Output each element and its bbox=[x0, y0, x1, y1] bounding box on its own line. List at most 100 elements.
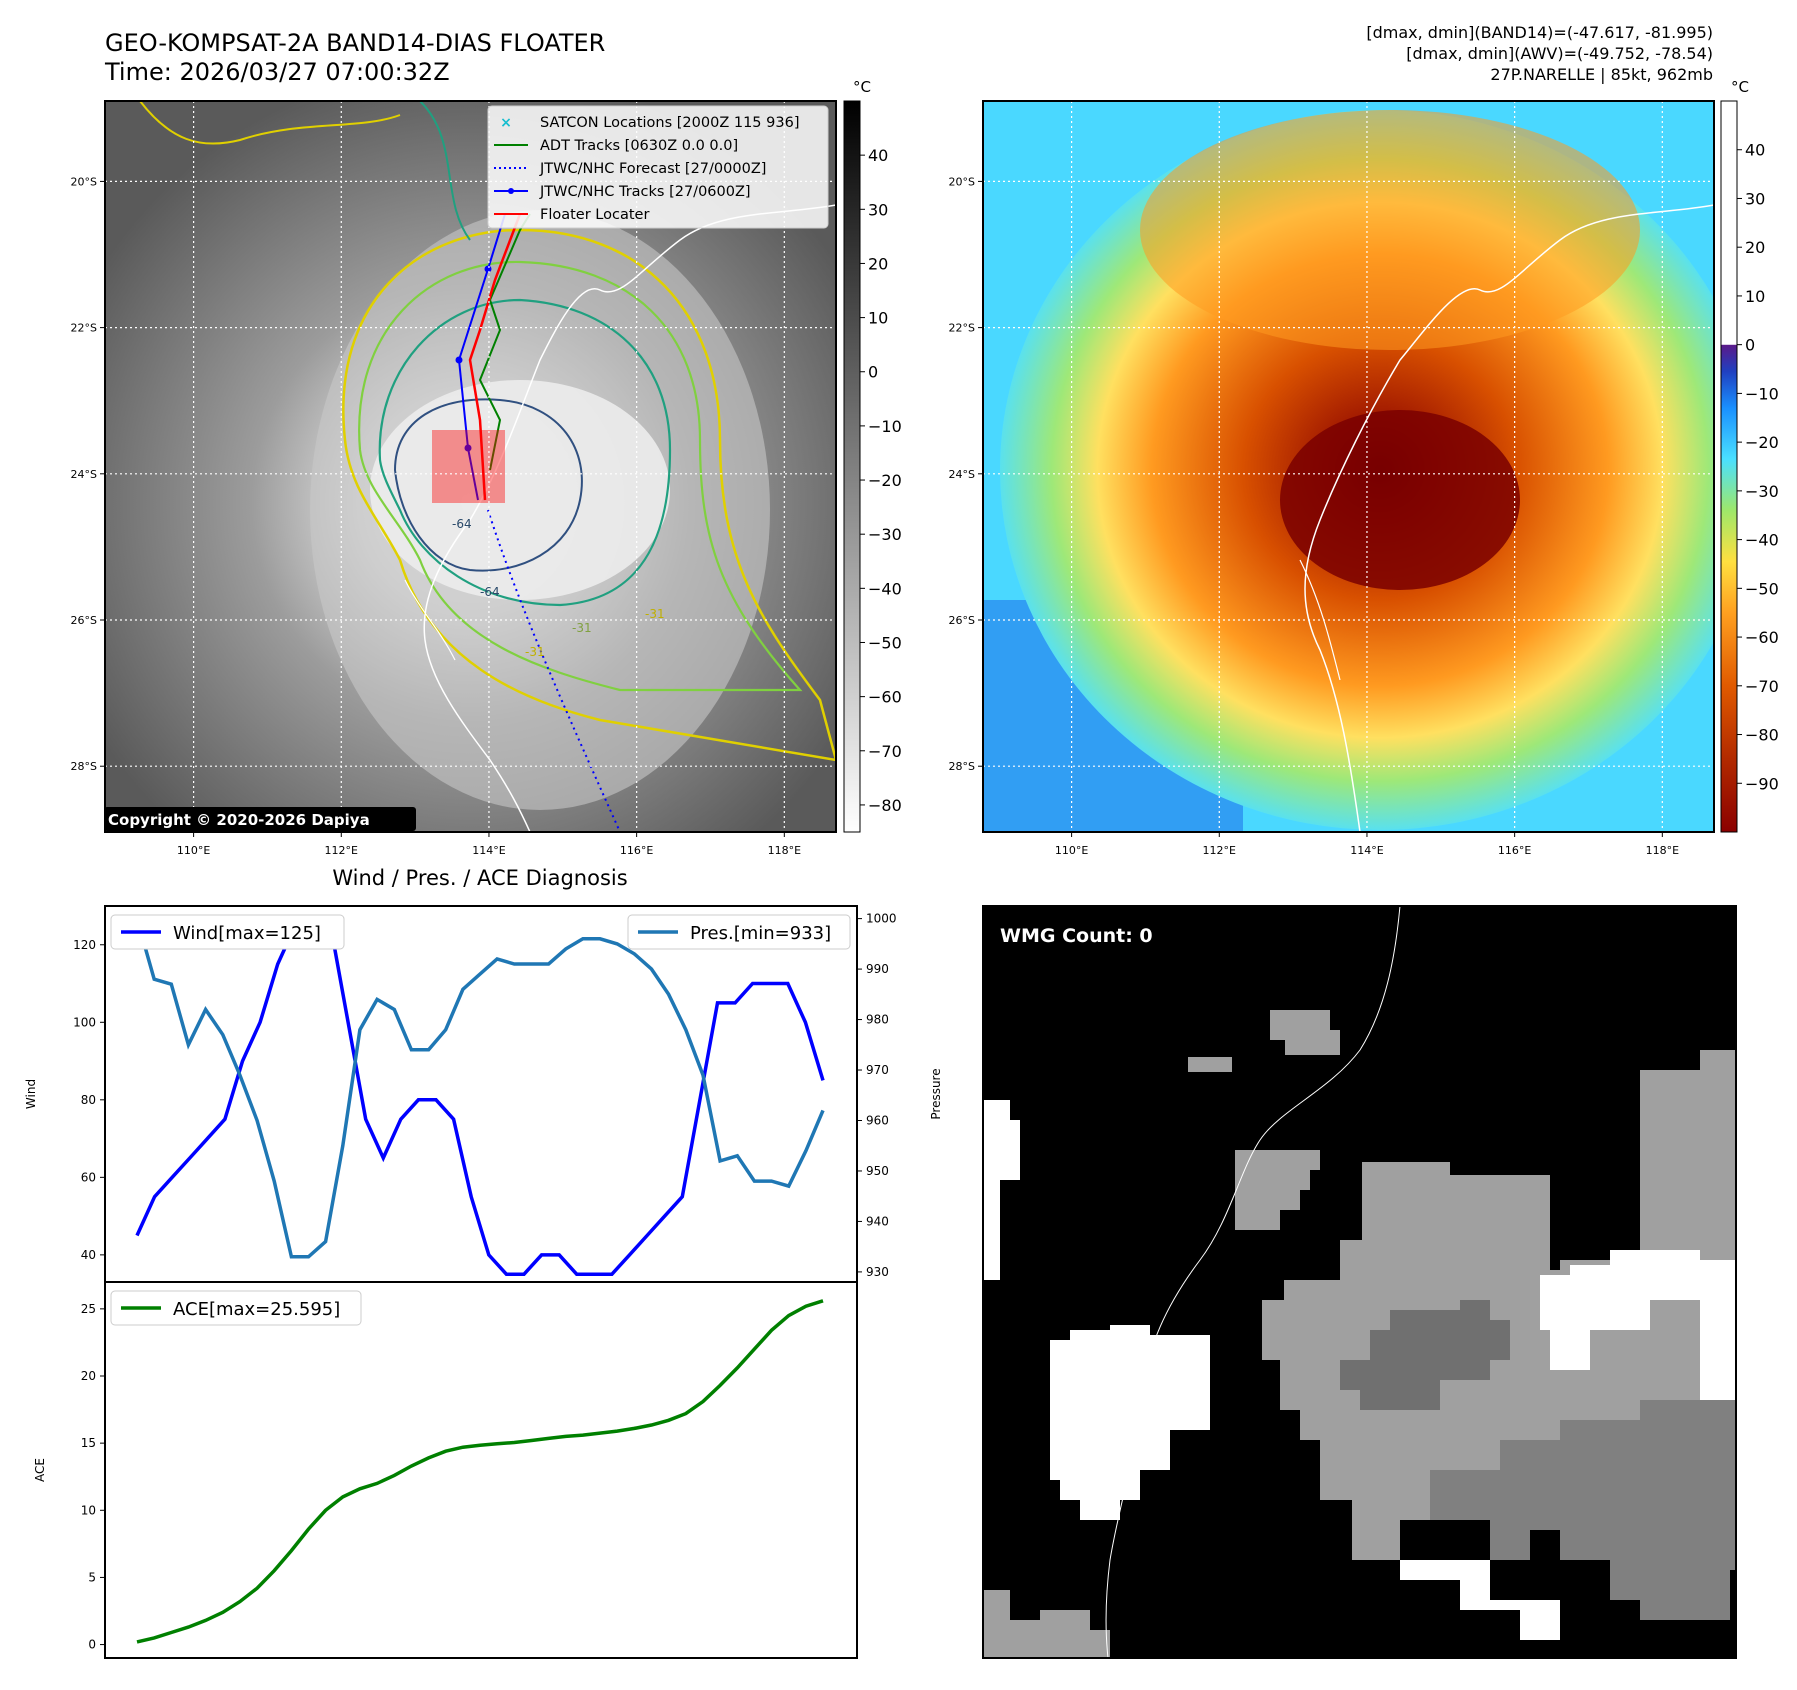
lon-tick-label: 114°E bbox=[472, 844, 505, 857]
right-colorbar-unit: °C bbox=[1731, 78, 1749, 96]
wind-series-line bbox=[135, 923, 825, 1276]
wmg-count-label: WMG Count: 0 bbox=[1000, 925, 1153, 947]
ir-northern-band bbox=[1140, 110, 1640, 350]
jtwc-track-point bbox=[484, 265, 492, 273]
map-legend: × SATCON Locations [2000Z 115 936] ADT Tra… bbox=[487, 105, 829, 229]
floater-locator-box bbox=[432, 430, 505, 503]
y-tick-label: 970 bbox=[866, 1063, 889, 1077]
colorbar-tick-label: 30 bbox=[1745, 189, 1765, 208]
contour-label: -31 bbox=[645, 607, 665, 621]
contour-lightgreen bbox=[358, 260, 803, 692]
colorbar-tick-label: −10 bbox=[1745, 384, 1779, 403]
contour-teal bbox=[378, 298, 672, 607]
lat-tick-label: 20°S bbox=[949, 175, 975, 188]
contour-label: -31 bbox=[572, 621, 592, 635]
legend-label: Floater Locater bbox=[540, 207, 649, 223]
ace-legend-box bbox=[110, 1290, 362, 1326]
ace-series-line bbox=[136, 1299, 824, 1644]
ace-legend-label: ACE[max=25.595] bbox=[173, 1299, 340, 1320]
y-tick-label: 940 bbox=[866, 1214, 889, 1228]
colorbar-tick-label: −30 bbox=[868, 525, 902, 544]
ace-frame bbox=[104, 1281, 858, 1659]
ace-axis-label: ACE bbox=[33, 1458, 47, 1482]
coastline-wmg bbox=[1105, 906, 1401, 1658]
copyright-badge bbox=[104, 807, 416, 831]
wmg-region-white bbox=[983, 1110, 1000, 1140]
left-map-lat-ticks: 20°S 22°S 24°S 26°S 28°S bbox=[71, 175, 105, 773]
y-tick-label: 15 bbox=[81, 1436, 96, 1450]
legend-label: JTWC/NHC Forecast [27/0000Z] bbox=[539, 161, 766, 177]
pressure-legend: Pres.[min=933] bbox=[627, 914, 851, 950]
left-colorbar-scale bbox=[843, 100, 861, 833]
wmg-region-light bbox=[1270, 1010, 1340, 1055]
y-tick-label: 100 bbox=[73, 1015, 96, 1029]
legend-label: SATCON Locations [2000Z 115 936] bbox=[540, 115, 799, 131]
lon-tick-label: 114°E bbox=[1350, 844, 1383, 857]
figure-time: Time: 2026/03/27 07:00:32Z bbox=[104, 58, 450, 86]
colorbar-tick-label: −20 bbox=[1745, 433, 1779, 452]
awv-range-info: [dmax, dmin](AWV)=(-49.752, -78.54) bbox=[1406, 44, 1713, 63]
figure-title: GEO-KOMPSAT-2A BAND14-DIAS FLOATER bbox=[105, 29, 605, 57]
y-tick-label: 960 bbox=[866, 1113, 889, 1127]
y-tick-label: 0 bbox=[88, 1638, 96, 1652]
colorbar-tick-label: 30 bbox=[868, 200, 888, 219]
colorbar-tick-label: −70 bbox=[868, 742, 902, 761]
wmg-region-light bbox=[1235, 1150, 1320, 1230]
wind-pressure-frame bbox=[104, 905, 858, 1283]
wind-y-ticks: 40 60 80 100 120 bbox=[73, 938, 105, 1262]
colorbar-tick-label: −50 bbox=[1745, 579, 1779, 598]
colorbar-tick-label: −60 bbox=[868, 688, 902, 707]
map-legend-item: ADT Tracks [0630Z 0.0 0.0] bbox=[494, 138, 738, 154]
colorbar-tick-label: 0 bbox=[868, 363, 878, 382]
colorbar-tick-label: −20 bbox=[868, 471, 902, 490]
left-map-frame bbox=[104, 100, 837, 833]
y-tick-label: 5 bbox=[88, 1570, 96, 1584]
contour-label: -31 bbox=[525, 645, 545, 659]
wmg-region-white bbox=[1400, 1560, 1560, 1640]
lat-tick-label: 24°S bbox=[71, 468, 97, 481]
contour-yellow bbox=[342, 228, 836, 762]
lon-tick-label: 116°E bbox=[1498, 844, 1531, 857]
wmg-region-white bbox=[983, 1100, 1020, 1280]
legend-label: JTWC/NHC Tracks [27/0600Z] bbox=[539, 184, 751, 200]
lon-tick-label: 116°E bbox=[620, 844, 653, 857]
left-map-lon-ticks: 110°E 112°E 114°E 116°E 118°E bbox=[177, 832, 801, 857]
colorbar-tick-label: 40 bbox=[1745, 141, 1765, 160]
y-tick-label: 10 bbox=[81, 1503, 96, 1517]
contour-north-yellow bbox=[139, 101, 401, 145]
colorbar-tick-label: −10 bbox=[868, 417, 902, 436]
lat-tick-label: 26°S bbox=[71, 614, 97, 627]
wmg-region-medium bbox=[1430, 1400, 1736, 1620]
contour-navy bbox=[393, 398, 583, 572]
y-tick-label: 20 bbox=[81, 1369, 96, 1383]
lat-tick-label: 22°S bbox=[949, 322, 975, 335]
colorbar-tick-label: 40 bbox=[868, 146, 888, 165]
wmg-region-dark bbox=[1340, 1300, 1510, 1410]
diagnosis-title: Wind / Pres. / ACE Diagnosis bbox=[332, 866, 627, 890]
wmg-region-white bbox=[1050, 1325, 1210, 1520]
y-tick-label: 60 bbox=[81, 1170, 96, 1184]
y-tick-label: 80 bbox=[81, 1093, 96, 1107]
colorbar-tick-label: 0 bbox=[1745, 336, 1755, 355]
ir-eye-wall bbox=[1280, 410, 1520, 590]
pressure-y-ticks: 930 940 950 960 970 980 990 1000 bbox=[857, 912, 897, 1279]
right-map-lat-ticks: 20°S 22°S 24°S 26°S 28°S bbox=[949, 175, 983, 773]
contour-north-teal bbox=[419, 101, 471, 241]
lon-tick-label: 112°E bbox=[325, 844, 358, 857]
right-colorbar: °C 40 30 20 10 0 −10 −20 −30 −40 −50 −60 −70 −80 −90 bbox=[1720, 78, 1779, 833]
lat-tick-label: 24°S bbox=[949, 468, 975, 481]
pressure-legend-box bbox=[627, 914, 851, 950]
colorbar-tick-label: −80 bbox=[1745, 726, 1779, 745]
ace-chart: ACE 0 5 10 15 20 25 ACE[max=25.595] bbox=[33, 1281, 858, 1659]
y-tick-label: 1000 bbox=[866, 912, 897, 926]
colorbar-tick-label: −80 bbox=[868, 796, 902, 815]
wind-legend: Wind[max=125] bbox=[110, 914, 345, 950]
colorbar-tick-label: 10 bbox=[1745, 287, 1765, 306]
y-tick-label: 930 bbox=[866, 1265, 889, 1279]
coastline-left bbox=[423, 204, 836, 832]
contour-label: -64 bbox=[480, 585, 500, 599]
lon-tick-label: 112°E bbox=[1203, 844, 1236, 857]
lon-tick-label: 110°E bbox=[1055, 844, 1088, 857]
right-map-lon-ticks: 110°E 112°E 114°E 116°E 118°E bbox=[1055, 832, 1679, 857]
